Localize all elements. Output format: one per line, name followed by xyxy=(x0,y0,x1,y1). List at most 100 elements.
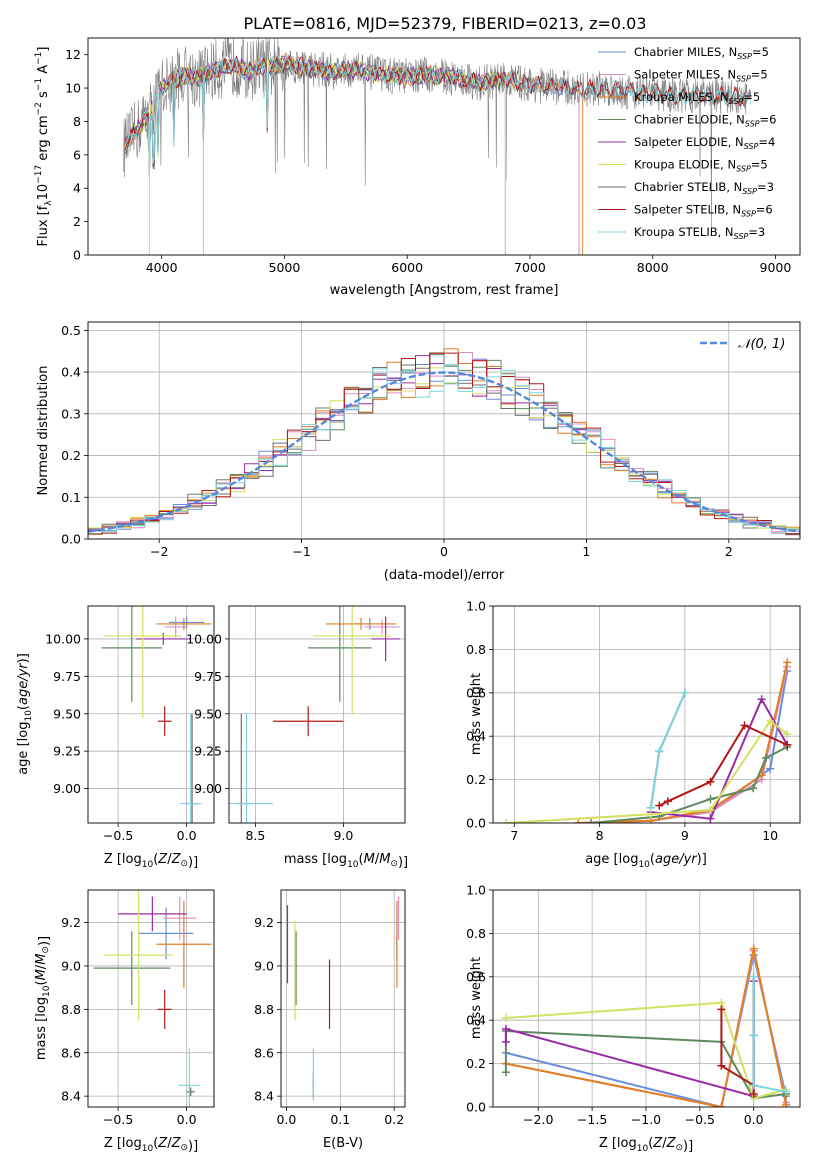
weight-point-salpeter-stelib xyxy=(740,721,749,730)
y-tick-label: 8.6 xyxy=(61,1045,81,1060)
plot-area-spectrum xyxy=(123,38,752,255)
weight-point-kroupa-elodie xyxy=(501,1014,510,1023)
weight-line-salpeter-stelib xyxy=(720,1009,755,1094)
plot-weight-vs-z: −2.0 −1.5 −1.0 −0.5 0.0 0.0 0.2 0.4 0.6 0.8 1.0 mas… xyxy=(466,883,801,1154)
weight-line-salpeter-elodie xyxy=(650,697,789,820)
legend-entry-kroupa-miles: Kroupa MILES, NSSP=5 xyxy=(634,90,760,106)
x-tick-label: 0.1 xyxy=(330,1112,350,1127)
x-tick-label: 0 xyxy=(440,544,448,559)
marks-residuals xyxy=(88,348,800,538)
weight-line-chabrier-miles xyxy=(578,670,789,823)
y-axis-label: Normed distribution xyxy=(36,366,51,496)
x-axis-label: wavelength [Angstrom, rest frame] xyxy=(330,283,559,298)
plot-area-residuals xyxy=(88,322,800,539)
plot-mass-vs-ebv: 0.0 0.1 0.2 8.4 8.6 8.8 9.0 9.2 E(B-V) xyxy=(254,889,406,1151)
y-tick-label: 8.4 xyxy=(61,1089,81,1104)
x-tick-label: 1 xyxy=(582,544,590,559)
y-tick-label: 8.6 xyxy=(254,1045,274,1060)
y-tick-label: 0.3 xyxy=(61,406,81,421)
weight-point-chabrier-miles xyxy=(766,764,775,773)
y-tick-label: 9.2 xyxy=(61,915,81,930)
x-tick-label: 5000 xyxy=(269,260,301,275)
y-axis-label: age [log10(age/yr)] xyxy=(16,653,34,775)
x-tick-label: −1 xyxy=(292,544,310,559)
errorbar-salpeter-elodie xyxy=(135,632,191,645)
x-tick-label: −2.0 xyxy=(523,1112,553,1127)
y-tick-label: 0.4 xyxy=(466,729,486,744)
plot-area-weight-vs-age xyxy=(493,606,800,823)
axes-frame xyxy=(87,605,215,824)
y-tick-label: 9.2 xyxy=(254,915,274,930)
marks-age-vs-z xyxy=(101,606,212,823)
y-tick-label: 0.6 xyxy=(466,685,486,700)
y-axis-label: mass weight xyxy=(469,957,484,1039)
marks-mass-vs-ebv xyxy=(286,896,400,1101)
weight-point-salpeter-elodie xyxy=(706,814,715,823)
x-tick-label: −2 xyxy=(150,544,168,559)
weight-point-salpeter-stelib xyxy=(783,740,792,749)
weight-point-salpeter-stelib xyxy=(717,1005,726,1014)
weight-line-kroupa-stelib xyxy=(752,976,787,1093)
weight-point-kroupa-stelib xyxy=(781,1087,790,1096)
y-tick-label: 0.8 xyxy=(466,926,486,941)
weight-line-kroupa-elodie xyxy=(505,1001,787,1100)
plot-weight-vs-age: 7 8 9 10 0.0 0.2 0.4 0.6 0.8 1.0 mass weight age [l… xyxy=(466,599,801,870)
weight-point-chabrier-elodie xyxy=(587,819,596,823)
weight-point-salpeter-stelib xyxy=(663,797,672,806)
errorbar-chabrier-elodie xyxy=(101,606,162,702)
errorbar-chabrier-elodie xyxy=(308,606,372,702)
y-tick-label: 0.0 xyxy=(466,816,486,831)
x-axis-label: Z [log10(Z/Z⊙)] xyxy=(599,1136,693,1154)
plot-area-mass-vs-z xyxy=(88,890,214,1107)
weight-point-salpeter-elodie xyxy=(757,695,766,704)
plot-age-vs-mass: 8.5 9.0 9.00 9.25 9.50 9.75 10.00 mass [log10(M… xyxy=(186,605,408,870)
axes-frame xyxy=(87,37,801,256)
errorbar-salpeter-miles xyxy=(164,616,187,638)
y-tick-label: 8.8 xyxy=(254,1002,274,1017)
y-tick-label: 9.00 xyxy=(53,781,81,796)
y-tick-label: 0.0 xyxy=(466,1100,486,1115)
x-tick-label: 2 xyxy=(725,544,733,559)
y-tick-label: 0.4 xyxy=(466,1013,486,1028)
y-tick-label: 0.5 xyxy=(61,323,81,338)
x-tick-label: 9 xyxy=(681,828,689,843)
y-tick-label: 6 xyxy=(73,147,81,162)
weight-line-kroupa-miles xyxy=(505,948,787,1107)
weight-point-kroupa-elodie xyxy=(706,805,715,814)
weight-point-kroupa-elodie xyxy=(766,717,775,726)
y-tick-label: 9.75 xyxy=(53,669,81,684)
figure-suptitle: PLATE=0816, MJD=52379, FIBERID=0213, z=0… xyxy=(243,14,646,33)
weight-point-kroupa-miles xyxy=(783,658,792,667)
weight-point-kroupa-miles xyxy=(574,819,583,823)
marks-spectrum xyxy=(123,38,752,255)
errorbar-kroupa-miles xyxy=(156,900,212,988)
errorbar-kroupa-miles xyxy=(156,617,212,630)
weight-point-chabrier-elodie xyxy=(501,1068,510,1077)
x-tick-label: 10 xyxy=(762,828,778,843)
axes-frame xyxy=(492,889,801,1108)
legend-entry-chabrier-miles: Chabrier MILES, NSSP=5 xyxy=(634,45,769,61)
axes-frame xyxy=(492,605,801,824)
errorbar-salpeter-miles xyxy=(364,619,400,635)
x-tick-label: −0.5 xyxy=(685,1112,715,1127)
axes-frame xyxy=(280,889,406,1108)
errorbar-kroupa-stelib xyxy=(179,713,202,823)
axes-frame xyxy=(87,321,801,540)
plot-area-weight-vs-z xyxy=(493,890,800,1107)
x-tick-label: 9.0 xyxy=(333,828,353,843)
y-tick-label: 12 xyxy=(65,47,81,62)
y-tick-label: 10.00 xyxy=(45,631,81,646)
legend-entry-chabrier-stelib: Chabrier STELIB, NSSP=3 xyxy=(634,180,774,196)
weight-line-kroupa-stelib xyxy=(649,692,686,808)
plot-area-age-vs-z xyxy=(88,606,214,823)
y-tick-label: 4 xyxy=(73,181,81,196)
weight-point-chabrier-elodie xyxy=(706,795,715,804)
y-tick-label: 9.0 xyxy=(254,958,274,973)
errorbar-salpeter-stelib xyxy=(157,989,172,1029)
errorbar-kroupa-miles xyxy=(325,617,397,630)
weight-point-salpeter-elodie xyxy=(501,1024,510,1033)
marks-mass-vs-z xyxy=(93,890,212,1107)
marks-age-vs-mass xyxy=(229,606,400,823)
errorbar-salpeter-stelib xyxy=(157,706,172,737)
x-tick-label: 7 xyxy=(510,828,518,843)
